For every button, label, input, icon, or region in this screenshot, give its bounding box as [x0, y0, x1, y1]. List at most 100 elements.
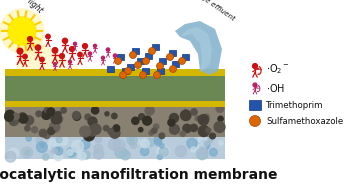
Circle shape — [112, 113, 117, 119]
Circle shape — [152, 128, 157, 133]
Circle shape — [136, 137, 140, 142]
FancyBboxPatch shape — [152, 44, 158, 50]
FancyBboxPatch shape — [168, 50, 176, 56]
Circle shape — [154, 124, 159, 129]
Circle shape — [82, 151, 90, 159]
Circle shape — [203, 114, 209, 120]
Circle shape — [25, 126, 30, 131]
Circle shape — [140, 139, 149, 148]
Circle shape — [127, 134, 138, 145]
Circle shape — [21, 147, 32, 158]
FancyBboxPatch shape — [144, 53, 152, 59]
Circle shape — [159, 147, 168, 157]
Circle shape — [157, 154, 162, 160]
Circle shape — [180, 131, 185, 136]
Circle shape — [154, 136, 162, 143]
Circle shape — [44, 108, 49, 113]
Circle shape — [132, 117, 139, 124]
Circle shape — [63, 38, 68, 43]
Circle shape — [155, 139, 162, 146]
Circle shape — [40, 143, 44, 147]
Circle shape — [149, 47, 156, 54]
Circle shape — [153, 71, 161, 78]
Circle shape — [113, 54, 117, 57]
Circle shape — [166, 53, 174, 60]
Circle shape — [201, 125, 208, 133]
Polygon shape — [175, 21, 222, 75]
Circle shape — [158, 146, 170, 157]
Circle shape — [61, 108, 66, 113]
Circle shape — [195, 116, 200, 121]
Circle shape — [109, 128, 120, 138]
Circle shape — [78, 52, 82, 57]
Circle shape — [198, 126, 209, 136]
Circle shape — [90, 124, 101, 134]
Circle shape — [175, 146, 186, 157]
Circle shape — [42, 154, 49, 160]
Circle shape — [52, 48, 58, 53]
FancyBboxPatch shape — [157, 68, 163, 74]
Circle shape — [42, 110, 51, 119]
Circle shape — [58, 136, 68, 146]
Circle shape — [105, 112, 109, 116]
Circle shape — [67, 148, 76, 157]
Text: Trimethoprim: Trimethoprim — [266, 101, 324, 109]
Circle shape — [54, 125, 59, 130]
FancyBboxPatch shape — [126, 64, 134, 70]
Circle shape — [5, 152, 16, 162]
Circle shape — [23, 54, 27, 59]
Circle shape — [19, 114, 28, 123]
Circle shape — [8, 148, 19, 159]
Circle shape — [135, 138, 140, 143]
Circle shape — [210, 148, 217, 156]
Circle shape — [207, 137, 213, 143]
Circle shape — [53, 114, 59, 119]
Circle shape — [40, 57, 44, 62]
Circle shape — [108, 139, 120, 150]
FancyBboxPatch shape — [136, 58, 144, 64]
Circle shape — [129, 137, 135, 142]
Circle shape — [249, 115, 261, 126]
Circle shape — [210, 133, 215, 139]
Text: Visible light: Visible light — [5, 0, 44, 15]
Circle shape — [197, 144, 205, 152]
Circle shape — [140, 147, 149, 156]
Circle shape — [216, 105, 224, 112]
Circle shape — [59, 54, 64, 58]
Circle shape — [73, 42, 77, 45]
Circle shape — [94, 144, 103, 153]
Circle shape — [55, 115, 63, 123]
Circle shape — [72, 140, 84, 153]
Text: $\cdot$O$_2$$^-$: $\cdot$O$_2$$^-$ — [266, 62, 290, 76]
FancyBboxPatch shape — [171, 61, 179, 67]
Circle shape — [48, 128, 55, 135]
Circle shape — [170, 66, 176, 73]
Circle shape — [85, 114, 91, 120]
Circle shape — [88, 117, 97, 126]
Circle shape — [87, 126, 97, 136]
Circle shape — [28, 37, 32, 41]
Polygon shape — [5, 107, 225, 137]
Circle shape — [24, 116, 33, 125]
Circle shape — [5, 110, 15, 120]
Circle shape — [54, 152, 63, 161]
Text: Photocatalytic nanofiltration membrane: Photocatalytic nanofiltration membrane — [0, 168, 277, 182]
Circle shape — [113, 139, 125, 151]
Circle shape — [9, 116, 18, 125]
Circle shape — [56, 137, 62, 143]
Circle shape — [183, 114, 189, 120]
Circle shape — [26, 136, 31, 141]
Circle shape — [84, 130, 94, 141]
Circle shape — [55, 112, 61, 118]
Circle shape — [179, 57, 185, 64]
Circle shape — [32, 127, 37, 133]
Circle shape — [108, 129, 114, 134]
Text: Sulfamethoxazole: Sulfamethoxazole — [266, 116, 343, 125]
Circle shape — [143, 57, 149, 64]
Circle shape — [25, 119, 29, 123]
Circle shape — [200, 147, 206, 154]
Circle shape — [92, 129, 98, 135]
Polygon shape — [5, 69, 225, 76]
Circle shape — [25, 150, 30, 155]
Circle shape — [47, 108, 55, 116]
